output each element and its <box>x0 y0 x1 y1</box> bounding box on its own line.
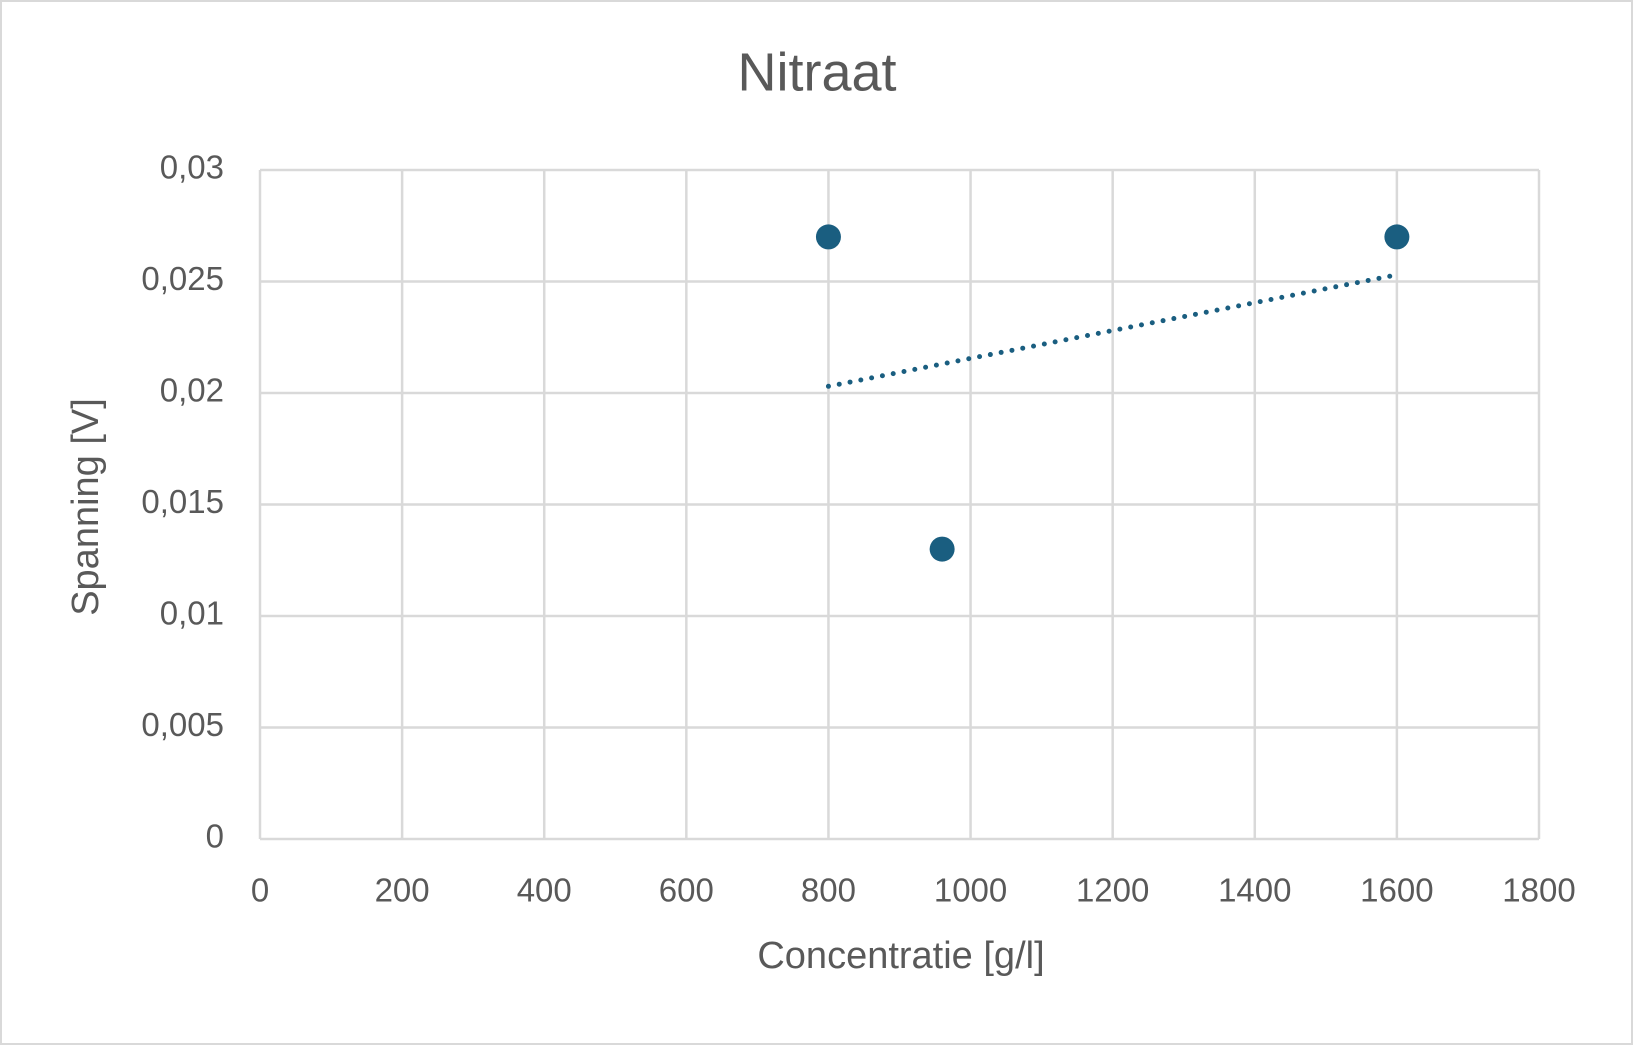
data-point <box>1384 224 1410 250</box>
data-point <box>929 536 955 562</box>
y-tick-label: 0,025 <box>141 260 224 297</box>
y-tick-label: 0,02 <box>160 372 224 409</box>
y-tick-label: 0,03 <box>160 149 224 186</box>
y-tick-label: 0,005 <box>141 706 224 743</box>
x-tick-label: 1400 <box>1218 872 1291 909</box>
x-tick-label: 600 <box>659 872 714 909</box>
x-tick-label: 800 <box>801 872 856 909</box>
y-tick-label: 0 <box>206 818 224 855</box>
x-tick-label: 1600 <box>1360 872 1433 909</box>
x-tick-label: 1200 <box>1076 872 1149 909</box>
x-tick-label: 1000 <box>934 872 1007 909</box>
x-tick-label: 400 <box>517 872 572 909</box>
x-tick-label: 0 <box>251 872 269 909</box>
y-tick-label: 0,015 <box>141 483 224 520</box>
y-axis-label: Spanning [V] <box>65 398 107 616</box>
y-tick-label: 0,01 <box>160 595 224 632</box>
chart-title: Nitraat <box>737 42 896 102</box>
x-tick-label: 1800 <box>1502 872 1575 909</box>
data-point <box>815 224 841 250</box>
trendline <box>825 272 1400 389</box>
x-tick-label: 200 <box>375 872 430 909</box>
x-axis-label: Concentratie [g/l] <box>757 935 1044 977</box>
